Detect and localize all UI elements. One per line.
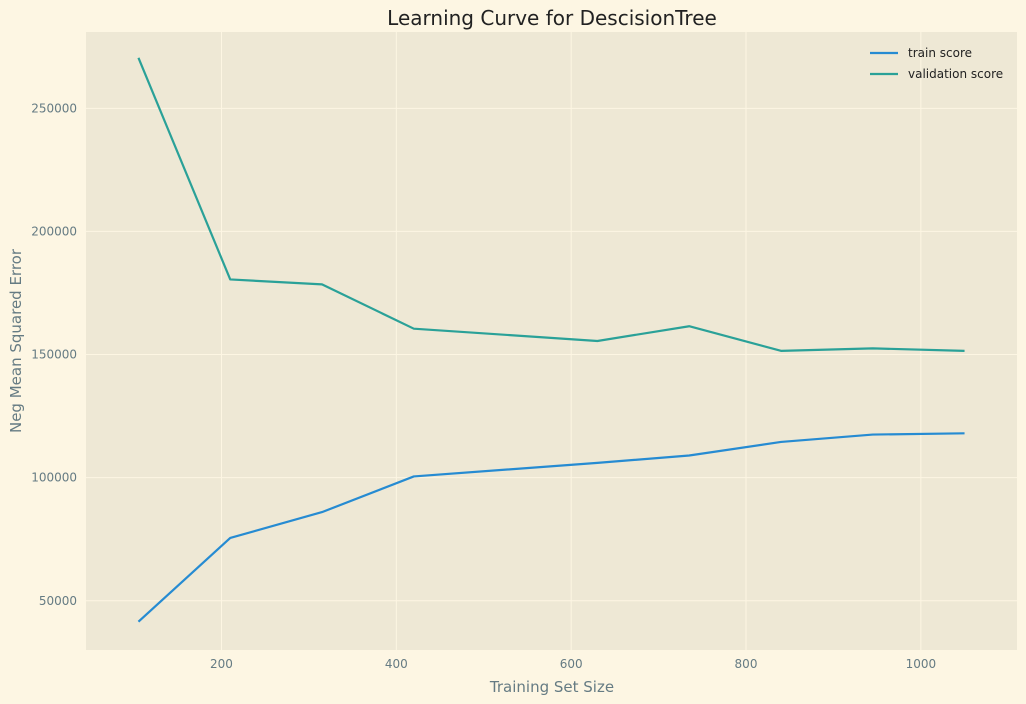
series-line-validation-score xyxy=(137,57,965,352)
y-axis-ticks: 50000 100000 150000 200000 250000 xyxy=(31,101,77,607)
y-tick-label: 150000 xyxy=(31,348,77,362)
legend-label: train score xyxy=(908,46,972,60)
x-tick-label: 1000 xyxy=(906,657,937,671)
y-tick-label: 250000 xyxy=(31,101,77,115)
legend: train score validation score xyxy=(870,46,1003,81)
legend-label: validation score xyxy=(908,67,1003,81)
x-tick-label: 200 xyxy=(210,657,233,671)
plot-area xyxy=(86,32,1017,650)
series-layer xyxy=(137,57,965,623)
x-tick-label: 600 xyxy=(560,657,583,671)
y-tick-label: 50000 xyxy=(39,594,77,608)
x-tick-label: 400 xyxy=(385,657,408,671)
y-axis-label: Neg Mean Squared Error xyxy=(7,248,25,433)
grid-lines xyxy=(86,32,1017,650)
chart-title: Learning Curve for DescisionTree xyxy=(387,6,717,30)
x-tick-label: 800 xyxy=(735,657,758,671)
y-tick-label: 200000 xyxy=(31,224,77,238)
series-line-train-score xyxy=(137,432,965,623)
x-axis-label: Training Set Size xyxy=(489,678,614,696)
y-tick-label: 100000 xyxy=(31,471,77,485)
x-axis-ticks: 200 400 600 800 1000 xyxy=(210,657,936,671)
